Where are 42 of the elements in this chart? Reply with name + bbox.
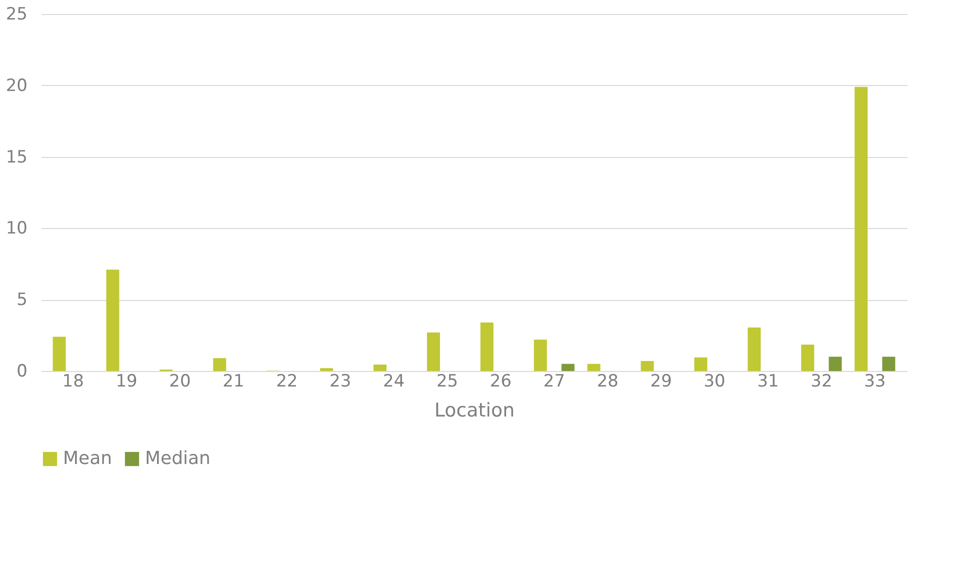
bar [694, 357, 708, 371]
y-tick-label: 15 [6, 147, 28, 168]
x-tick-label: 31 [757, 372, 779, 392]
bar [828, 356, 842, 371]
bar [882, 356, 896, 371]
x-tick-label: 25 [436, 372, 458, 392]
x-tick-label: 23 [330, 372, 352, 392]
x-tick-label: 32 [810, 372, 832, 392]
y-tick-label: 25 [6, 4, 28, 24]
x-tick-label: 30 [704, 372, 726, 392]
x-tick-label: 19 [116, 372, 138, 392]
bar [480, 322, 494, 371]
x-tick-label: 24 [382, 372, 405, 392]
x-tick-label: 29 [650, 372, 672, 392]
bar [640, 361, 654, 371]
y-tick-label: 10 [6, 218, 28, 239]
bar [748, 327, 761, 371]
x-tick-label: 21 [222, 372, 244, 392]
bar [52, 336, 66, 371]
bar [106, 270, 120, 371]
bar [374, 364, 387, 371]
x-tick-label: 27 [543, 372, 566, 392]
bar [801, 344, 814, 371]
x-tick-label: 20 [169, 372, 191, 392]
y-tick-label: 5 [16, 290, 28, 310]
x-tick-label: 26 [490, 372, 512, 392]
x-tick-label: 18 [62, 372, 84, 392]
bar [561, 364, 574, 371]
x-tick-label: 28 [596, 372, 618, 392]
legend-label: Mean [63, 448, 112, 469]
bar [587, 364, 600, 371]
bar [426, 332, 440, 371]
y-tick-label: 0 [16, 362, 28, 382]
y-tick-label: 20 [6, 76, 28, 96]
x-tick-label: 22 [276, 372, 298, 392]
x-axis-title: Location [434, 400, 515, 422]
bar [213, 358, 226, 371]
bar [320, 368, 334, 371]
bar [854, 86, 868, 371]
x-tick-label: 33 [864, 372, 886, 392]
bar [534, 340, 547, 371]
legend-label: Median [145, 448, 210, 469]
